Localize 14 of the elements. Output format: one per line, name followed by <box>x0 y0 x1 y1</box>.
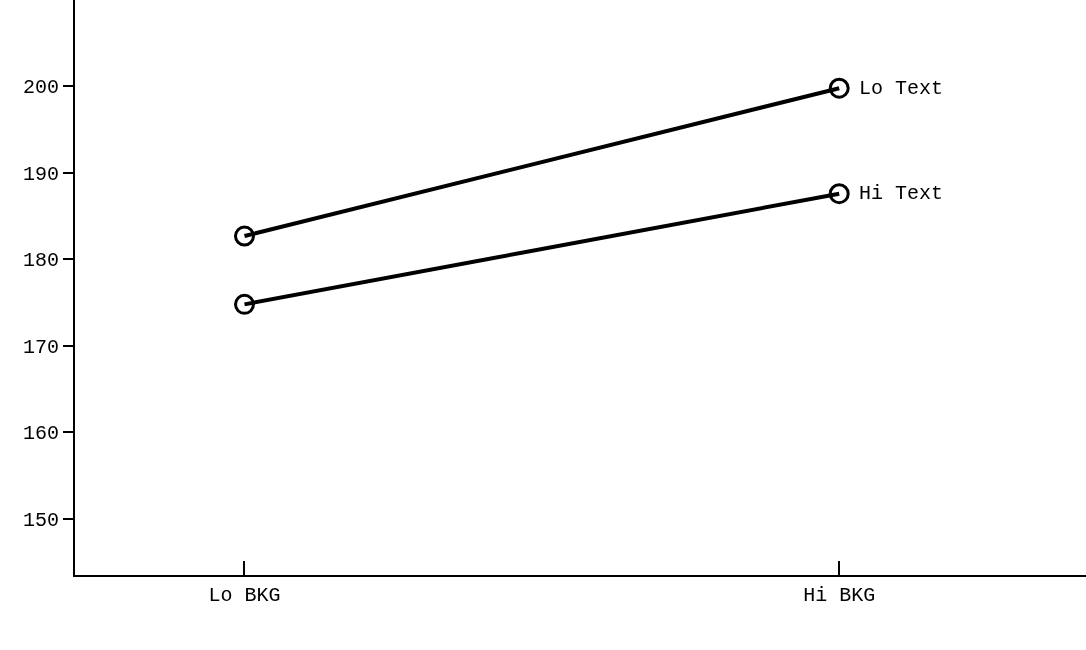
y-tick-label: 190 <box>22 162 59 186</box>
point <box>234 225 255 247</box>
x-tick-label: Lo BKG <box>208 584 281 607</box>
point <box>234 293 255 315</box>
x-tick-label: Hi BKG <box>803 584 876 607</box>
y-tick-label: 170 <box>22 335 59 359</box>
y-tick-label: 160 <box>22 422 59 446</box>
point <box>828 77 850 99</box>
series-label: Hi Text <box>859 182 944 205</box>
series-label: Lo Text <box>859 77 944 100</box>
y-tick-label: 200 <box>22 76 59 100</box>
y-tick-label: 180 <box>22 249 59 273</box>
point <box>828 183 850 205</box>
y-tick-label: 150 <box>22 508 59 532</box>
